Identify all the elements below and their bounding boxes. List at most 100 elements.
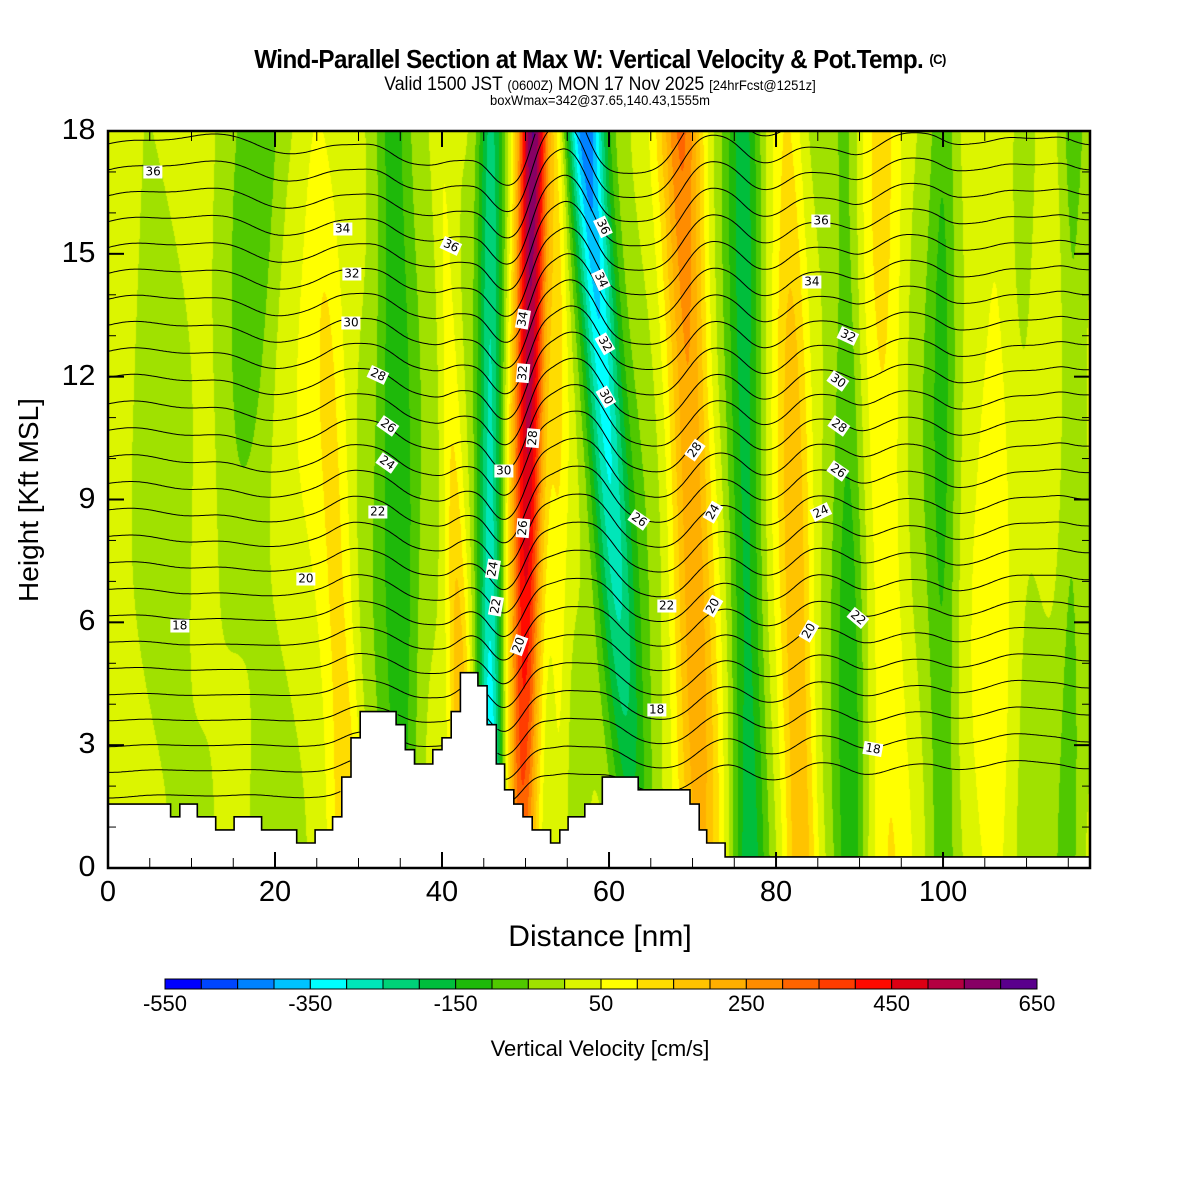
contour-label: 20 [296,571,316,586]
theta-contours [107,130,1091,800]
colorbar-swatch [455,978,493,990]
theta-contour-line [107,227,1090,317]
colorbar-swatch [600,978,638,990]
contour-label: 36 [811,213,831,228]
colorbar-tick-label: 250 [727,991,765,1016]
colorbar-swatch [418,978,457,990]
theta-contour-line [107,465,1090,544]
theta-contour-line [107,331,1091,420]
contour-label: 22 [656,598,677,613]
colorbar-tick-label: 50 [588,991,614,1016]
y-tick-label: 18 [61,114,96,146]
colorbar-swatch [673,978,711,990]
theta-contour-line [107,305,1090,395]
colorbar-tick-label: 650 [1018,991,1056,1016]
contour-label: 18 [170,618,190,633]
theta-contour-line [107,574,1090,638]
x-axis-label: Distance [nm] [508,920,692,953]
valid-time-line: Valid 1500 JST (0600Z) MON 17 Nov 2025 [… [42,74,1158,96]
theta-contour-line [108,733,1090,780]
valid-time: Valid 1500 JST [384,74,503,95]
theta-contour-line [107,547,1091,614]
colorbar-label: Vertical Velocity [cm/s] [490,1036,710,1061]
contour-label: 32 [514,362,531,383]
terrain [107,671,1091,869]
colorbar-swatch [164,978,202,990]
theta-contour-line [107,410,1090,496]
colorbar-swatch [891,978,929,990]
colorbar-swatch [745,978,784,990]
colorbar-swatch [818,978,856,990]
theta-contour-line [107,148,1091,239]
contour-label: 26 [514,517,531,539]
colorbar-swatch [564,978,602,990]
contour-label: 34 [333,221,353,236]
colorbar-tick-label: -150 [433,991,478,1016]
theta-contour-line [107,493,1090,567]
x-tick-label: 20 [258,876,292,908]
contour-label: 22 [368,504,388,519]
theta-contour-line [107,279,1090,369]
contour-label: 36 [143,164,163,179]
colorbar-swatch [491,978,529,990]
copyright-mark: (C) [929,51,946,67]
colorbar-swatch [636,978,675,990]
valid-date: MON 17 Nov 2025 [557,74,705,95]
colorbar-swatch [782,978,820,990]
colorbar-swatch [527,978,566,990]
theta-contour-line [107,357,1091,446]
colorbar-tick-label: -350 [288,991,333,1016]
colorbar-swatch [927,978,965,990]
y-tick-label: 6 [78,605,96,638]
theta-contour-line [107,130,1091,213]
contour-label: 34 [802,274,822,289]
colorbar-swatch [854,978,893,990]
chart-title: Wind-Parallel Section at Max W: Vertical… [42,44,1158,75]
colorbar-swatch [237,978,275,990]
theta-contour-line [107,384,1090,471]
y-tick-label: 15 [61,236,96,269]
colorbar-swatch [382,978,420,990]
theta-contour-line [107,600,1091,661]
x-tick-label: 40 [425,876,459,908]
theta-contour-line [107,627,1090,685]
valid-utc: (0600Z) [507,77,553,93]
x-tick-label: 80 [759,876,793,908]
colorbar-swatch [273,978,311,990]
chart-title-text: Wind-Parallel Section at Max W: Vertical… [254,44,924,74]
contour-label: 30 [494,463,514,478]
contour-label: 32 [342,266,362,281]
theta-contour-line [108,653,1091,709]
y-axis-label: Height [Kft MSL] [13,398,44,602]
theta-contour-line [107,760,1090,800]
y-tick-label: 9 [78,482,96,515]
colorbar-swatch [963,978,1002,990]
colorbar-tick-label: -550 [142,991,188,1016]
theta-contour-line [107,521,1090,591]
colorbar-swatch [200,978,239,990]
contour-label: 30 [341,315,361,330]
theta-contour-line [107,200,1090,291]
x-tick-label: 60 [592,876,626,908]
colorbar [164,978,1038,990]
theta-contour-line [108,706,1090,756]
theta-contour-line [107,437,1090,520]
forecast-info: [24hrFcst@1251z] [709,77,816,93]
colorbar-swatch [1000,978,1038,990]
colorbar-tick-label: 450 [873,991,911,1016]
chart-subtitle: boxWmax=342@37.65,140.43,1555m [490,92,710,108]
theta-contour-line [107,130,781,186]
axis-ticks [107,130,1090,869]
colorbar-swatch [709,978,747,990]
y-tick-label: 12 [61,359,96,392]
plot-frame [106,129,1092,870]
colorbar-swatch [309,978,348,990]
y-tick-label: 0 [78,851,96,883]
contour-label: 18 [646,702,667,717]
theta-contour-line [108,679,1090,732]
x-tick-label: 0 [99,876,117,908]
x-tick-label: 100 [918,876,968,908]
contour-label: 28 [524,427,541,449]
